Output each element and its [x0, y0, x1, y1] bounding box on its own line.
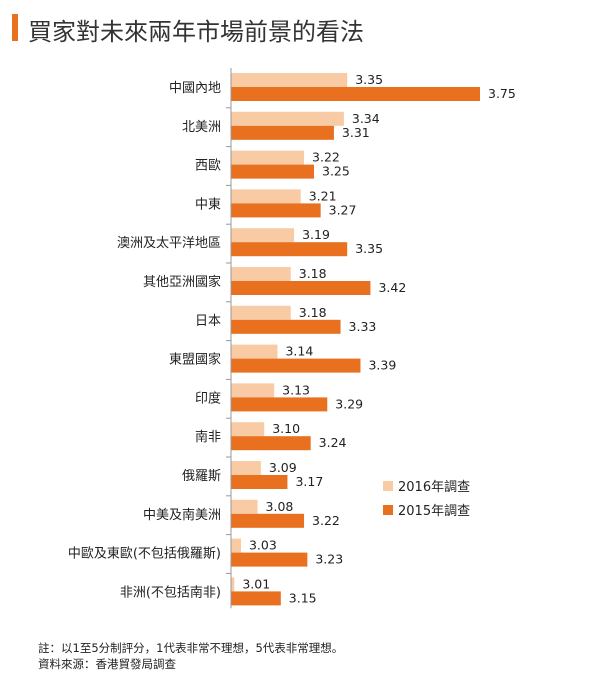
- data-label: 3.35: [355, 241, 383, 256]
- bar-2016: [231, 383, 275, 398]
- category-label: 其他亞洲國家: [143, 274, 221, 290]
- category-label: 俄羅斯: [182, 469, 221, 484]
- category-label: 中國內地: [169, 81, 221, 96]
- category-label: 中美及南美洲: [143, 507, 221, 523]
- data-label: 3.29: [335, 396, 363, 411]
- data-label: 3.19: [302, 227, 330, 242]
- bar-2015: [231, 242, 348, 257]
- bar-2015: [231, 436, 311, 451]
- legend-swatch: [383, 481, 393, 491]
- data-label: 3.42: [378, 280, 406, 295]
- data-label: 3.08: [266, 499, 294, 514]
- data-label: 3.22: [312, 150, 340, 165]
- bar-2016: [231, 189, 301, 204]
- data-label: 3.23: [315, 552, 343, 567]
- source-note: 資料來源：香港貿發局調查: [38, 657, 176, 671]
- data-label: 3.75: [488, 86, 516, 101]
- bar-2016: [231, 461, 261, 475]
- category-label: 非洲(不包括南非): [120, 584, 221, 600]
- bar-2015: [231, 475, 288, 489]
- bar-2016: [231, 150, 305, 165]
- legend-label: 2015年調查: [398, 504, 470, 519]
- data-label: 3.10: [272, 421, 300, 436]
- bar-chart: 中國內地3.353.75北美洲3.343.31西歐3.223.25中東3.213…: [68, 68, 516, 609]
- data-label: 3.14: [285, 344, 313, 359]
- data-label: 3.21: [309, 188, 337, 203]
- bar-2016: [231, 73, 348, 87]
- data-label: 3.09: [269, 460, 297, 475]
- bar-2015: [231, 591, 281, 606]
- footnotes: 註：以1至5分制評分，1代表非常不理想，5代表非常理想。 資料來源：香港貿發局調…: [38, 640, 343, 672]
- bar-2016: [231, 305, 291, 320]
- data-label: 3.18: [299, 266, 327, 281]
- category-label: 北美洲: [182, 120, 221, 135]
- bar-2015: [231, 203, 321, 218]
- chart-title: 買家對未來兩年市場前景的看法: [28, 18, 364, 46]
- bar-2016: [231, 422, 265, 437]
- bar-2016: [231, 111, 344, 126]
- bar-2015: [231, 319, 341, 334]
- bar-2016: [231, 344, 278, 359]
- title-accent-bar: [12, 14, 18, 41]
- data-label: 3.15: [289, 590, 317, 605]
- category-label: 南非: [195, 429, 221, 445]
- data-label: 3.22: [312, 513, 340, 528]
- category-label: 中東: [195, 196, 221, 212]
- data-label: 3.01: [242, 576, 270, 591]
- legend-swatch: [383, 505, 393, 515]
- legend-label: 2016年調查: [398, 480, 470, 495]
- bar-2015: [231, 552, 308, 567]
- data-label: 3.17: [295, 474, 323, 489]
- category-label: 西歐: [195, 159, 221, 174]
- bar-2015: [231, 397, 328, 412]
- data-label: 3.33: [349, 319, 377, 334]
- data-label: 3.39: [368, 358, 396, 373]
- bar-2016: [231, 577, 235, 592]
- category-label: 東盟國家: [169, 352, 221, 368]
- bar-2015: [231, 358, 361, 373]
- data-label: 3.24: [319, 435, 347, 450]
- data-label: 3.31: [342, 125, 370, 140]
- data-label: 3.34: [352, 111, 380, 126]
- data-label: 3.18: [299, 305, 327, 320]
- category-label: 澳洲及太平洋地區: [117, 235, 221, 251]
- bar-2015: [231, 513, 305, 528]
- data-label: 3.03: [249, 538, 277, 553]
- bar-2016: [231, 228, 295, 243]
- rating-note: 註：以1至5分制評分，1代表非常不理想，5代表非常理想。: [38, 641, 344, 655]
- bar-2016: [231, 538, 241, 553]
- bar-2016: [231, 499, 258, 514]
- bar-2015: [231, 87, 480, 101]
- bar-2016: [231, 267, 291, 281]
- data-label: 3.13: [282, 382, 310, 397]
- category-label: 印度: [195, 390, 221, 406]
- bar-2015: [231, 281, 371, 295]
- bar-2015: [231, 164, 314, 179]
- bar-2015: [231, 125, 334, 140]
- category-label: 日本: [195, 314, 221, 329]
- data-label: 3.25: [322, 164, 350, 179]
- data-label: 3.35: [355, 72, 383, 87]
- category-label: 中歐及東歐(不包括俄羅斯): [68, 546, 221, 562]
- data-label: 3.27: [329, 202, 357, 217]
